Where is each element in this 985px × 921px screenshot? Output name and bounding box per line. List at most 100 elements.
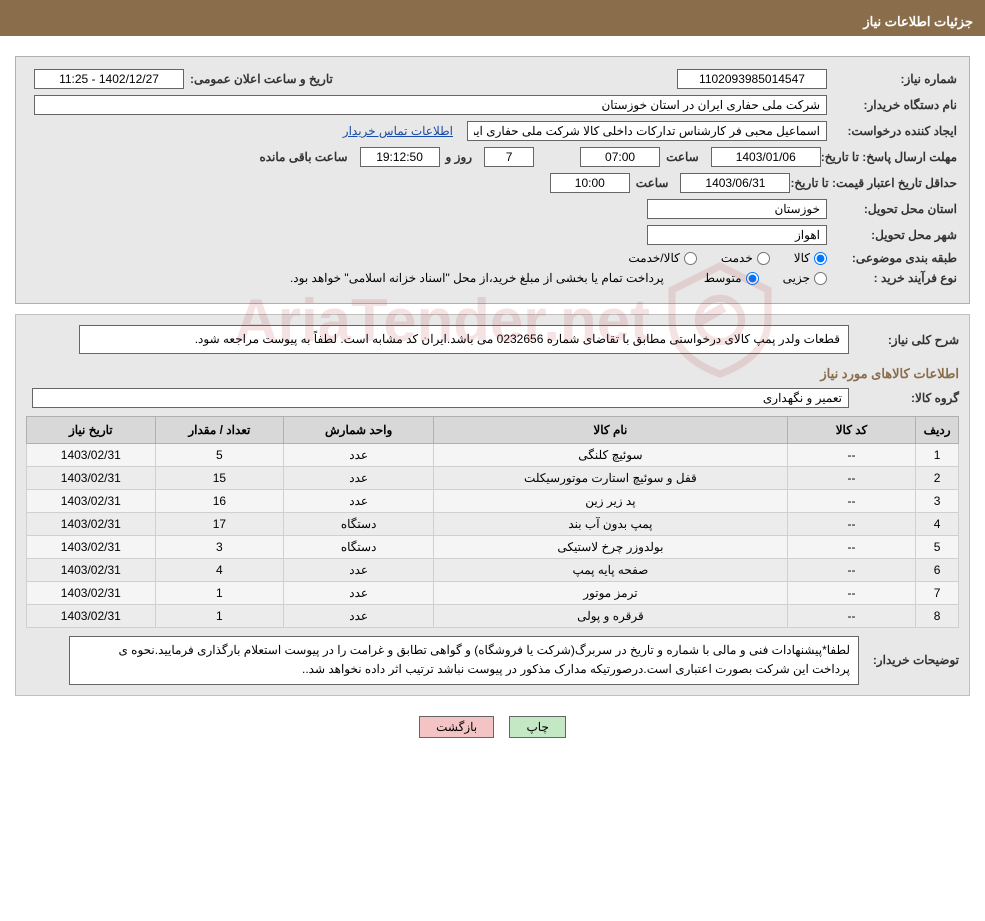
cell-row: 7 [916,582,959,605]
need-number-field [677,69,827,89]
cell-name: پمپ بدون آب بند [434,513,788,536]
cell-unit: عدد [284,582,434,605]
cell-unit: دستگاه [284,536,434,559]
cell-name: قفل و سوئیچ استارت موتورسیکلت [434,467,788,490]
cell-code: -- [787,582,916,605]
th-qty: تعداد / مقدار [155,417,284,444]
top-border [0,0,985,8]
cell-code: -- [787,444,916,467]
time-remain-label: ساعت باقی مانده [259,150,347,164]
requester-label: ایجاد کننده درخواست: [827,124,957,138]
buyer-org-field [34,95,827,115]
items-table: ردیف کد کالا نام کالا واحد شمارش تعداد /… [26,416,959,628]
cell-name: سوئیچ کلنگی [434,444,788,467]
category-goods-service-label: کالا/خدمت [628,251,679,265]
cell-name: ترمز موتور [434,582,788,605]
th-date: تاریخ نیاز [27,417,156,444]
deadline-time-field [580,147,660,167]
print-button[interactable]: چاپ [509,716,565,738]
province-field [647,199,827,219]
purchase-partial-radio[interactable] [814,272,827,285]
table-row: 4--پمپ بدون آب بنددستگاه171403/02/31 [27,513,959,536]
main-info-panel: شماره نیاز: تاریخ و ساعت اعلان عمومی: نا… [15,56,970,304]
group-label: گروه کالا: [849,391,959,405]
th-code: کد کالا [787,417,916,444]
category-goods-label: کالا [794,251,810,265]
cell-qty: 16 [155,490,284,513]
back-button[interactable]: بازگشت [419,716,494,738]
days-remain-label: روز و [446,150,473,164]
cell-qty: 1 [155,605,284,628]
category-goods-service-radio[interactable] [684,252,697,265]
cell-code: -- [787,559,916,582]
cell-code: -- [787,605,916,628]
category-service-label: خدمت [721,251,753,265]
table-row: 7--ترمز موتورعدد11403/02/31 [27,582,959,605]
cell-qty: 1 [155,582,284,605]
cell-name: بولدوزر چرخ لاستیکی [434,536,788,559]
table-row: 5--بولدوزر چرخ لاستیکیدستگاه31403/02/31 [27,536,959,559]
cell-code: -- [787,467,916,490]
cell-unit: دستگاه [284,513,434,536]
table-row: 2--قفل و سوئیچ استارت موتورسیکلتعدد15140… [27,467,959,490]
price-valid-label: حداقل تاریخ اعتبار قیمت: تا تاریخ: [790,176,957,190]
cell-qty: 17 [155,513,284,536]
th-row: ردیف [916,417,959,444]
province-label: استان محل تحویل: [827,202,957,216]
cell-name: صفحه پایه پمپ [434,559,788,582]
cell-row: 3 [916,490,959,513]
cell-date: 1403/02/31 [27,490,156,513]
cell-row: 1 [916,444,959,467]
contact-link[interactable]: اطلاعات تماس خریدار [343,124,453,138]
purchase-partial-label: جزیی [783,271,810,285]
need-number-label: شماره نیاز: [827,72,957,86]
cell-name: قرقره و پولی [434,605,788,628]
cell-unit: عدد [284,605,434,628]
th-name: نام کالا [434,417,788,444]
time-label-2: ساعت [636,176,669,190]
cell-row: 2 [916,467,959,490]
cell-date: 1403/02/31 [27,513,156,536]
cell-code: -- [787,490,916,513]
deadline-date-field [711,147,821,167]
buyer-note-text: لطفا*پیشنهادات فنی و مالی با شماره و تار… [69,636,859,684]
cell-date: 1403/02/31 [27,582,156,605]
items-section-title: اطلاعات کالاهای مورد نیاز [26,366,959,382]
price-valid-time-field [550,173,630,193]
category-label: طبقه بندی موضوعی: [827,251,957,265]
category-goods-radio[interactable] [814,252,827,265]
time-remain-field [360,147,440,167]
buyer-org-label: نام دستگاه خریدار: [827,98,957,112]
cell-unit: عدد [284,444,434,467]
category-service-radio[interactable] [757,252,770,265]
table-row: 8--قرقره و پولیعدد11403/02/31 [27,605,959,628]
cell-qty: 3 [155,536,284,559]
table-row: 3--پد زیر زینعدد161403/02/31 [27,490,959,513]
table-row: 1--سوئیچ کلنگیعدد51403/02/31 [27,444,959,467]
items-panel: شرح کلی نیاز: قطعات ولدر پمپ کالای درخوا… [15,314,970,696]
cell-unit: عدد [284,559,434,582]
purchase-type-radio-group: جزیی متوسط [684,271,827,285]
announce-field [34,69,184,89]
time-label-1: ساعت [666,150,699,164]
deadline-label: مهلت ارسال پاسخ: تا تاریخ: [821,150,957,164]
cell-qty: 4 [155,559,284,582]
cell-row: 5 [916,536,959,559]
cell-name: پد زیر زین [434,490,788,513]
requester-field [467,121,827,141]
cell-code: -- [787,536,916,559]
cell-unit: عدد [284,490,434,513]
purchase-medium-radio[interactable] [746,272,759,285]
price-valid-date-field [680,173,790,193]
cell-row: 8 [916,605,959,628]
th-unit: واحد شمارش [284,417,434,444]
cell-row: 6 [916,559,959,582]
cell-date: 1403/02/31 [27,444,156,467]
cell-qty: 15 [155,467,284,490]
button-row: چاپ بازگشت [0,706,985,758]
city-field [647,225,827,245]
cell-row: 4 [916,513,959,536]
purchase-type-label: نوع فرآیند خرید : [827,271,957,285]
purchase-note: پرداخت تمام یا بخشی از مبلغ خرید،از محل … [290,271,664,285]
city-label: شهر محل تحویل: [827,228,957,242]
